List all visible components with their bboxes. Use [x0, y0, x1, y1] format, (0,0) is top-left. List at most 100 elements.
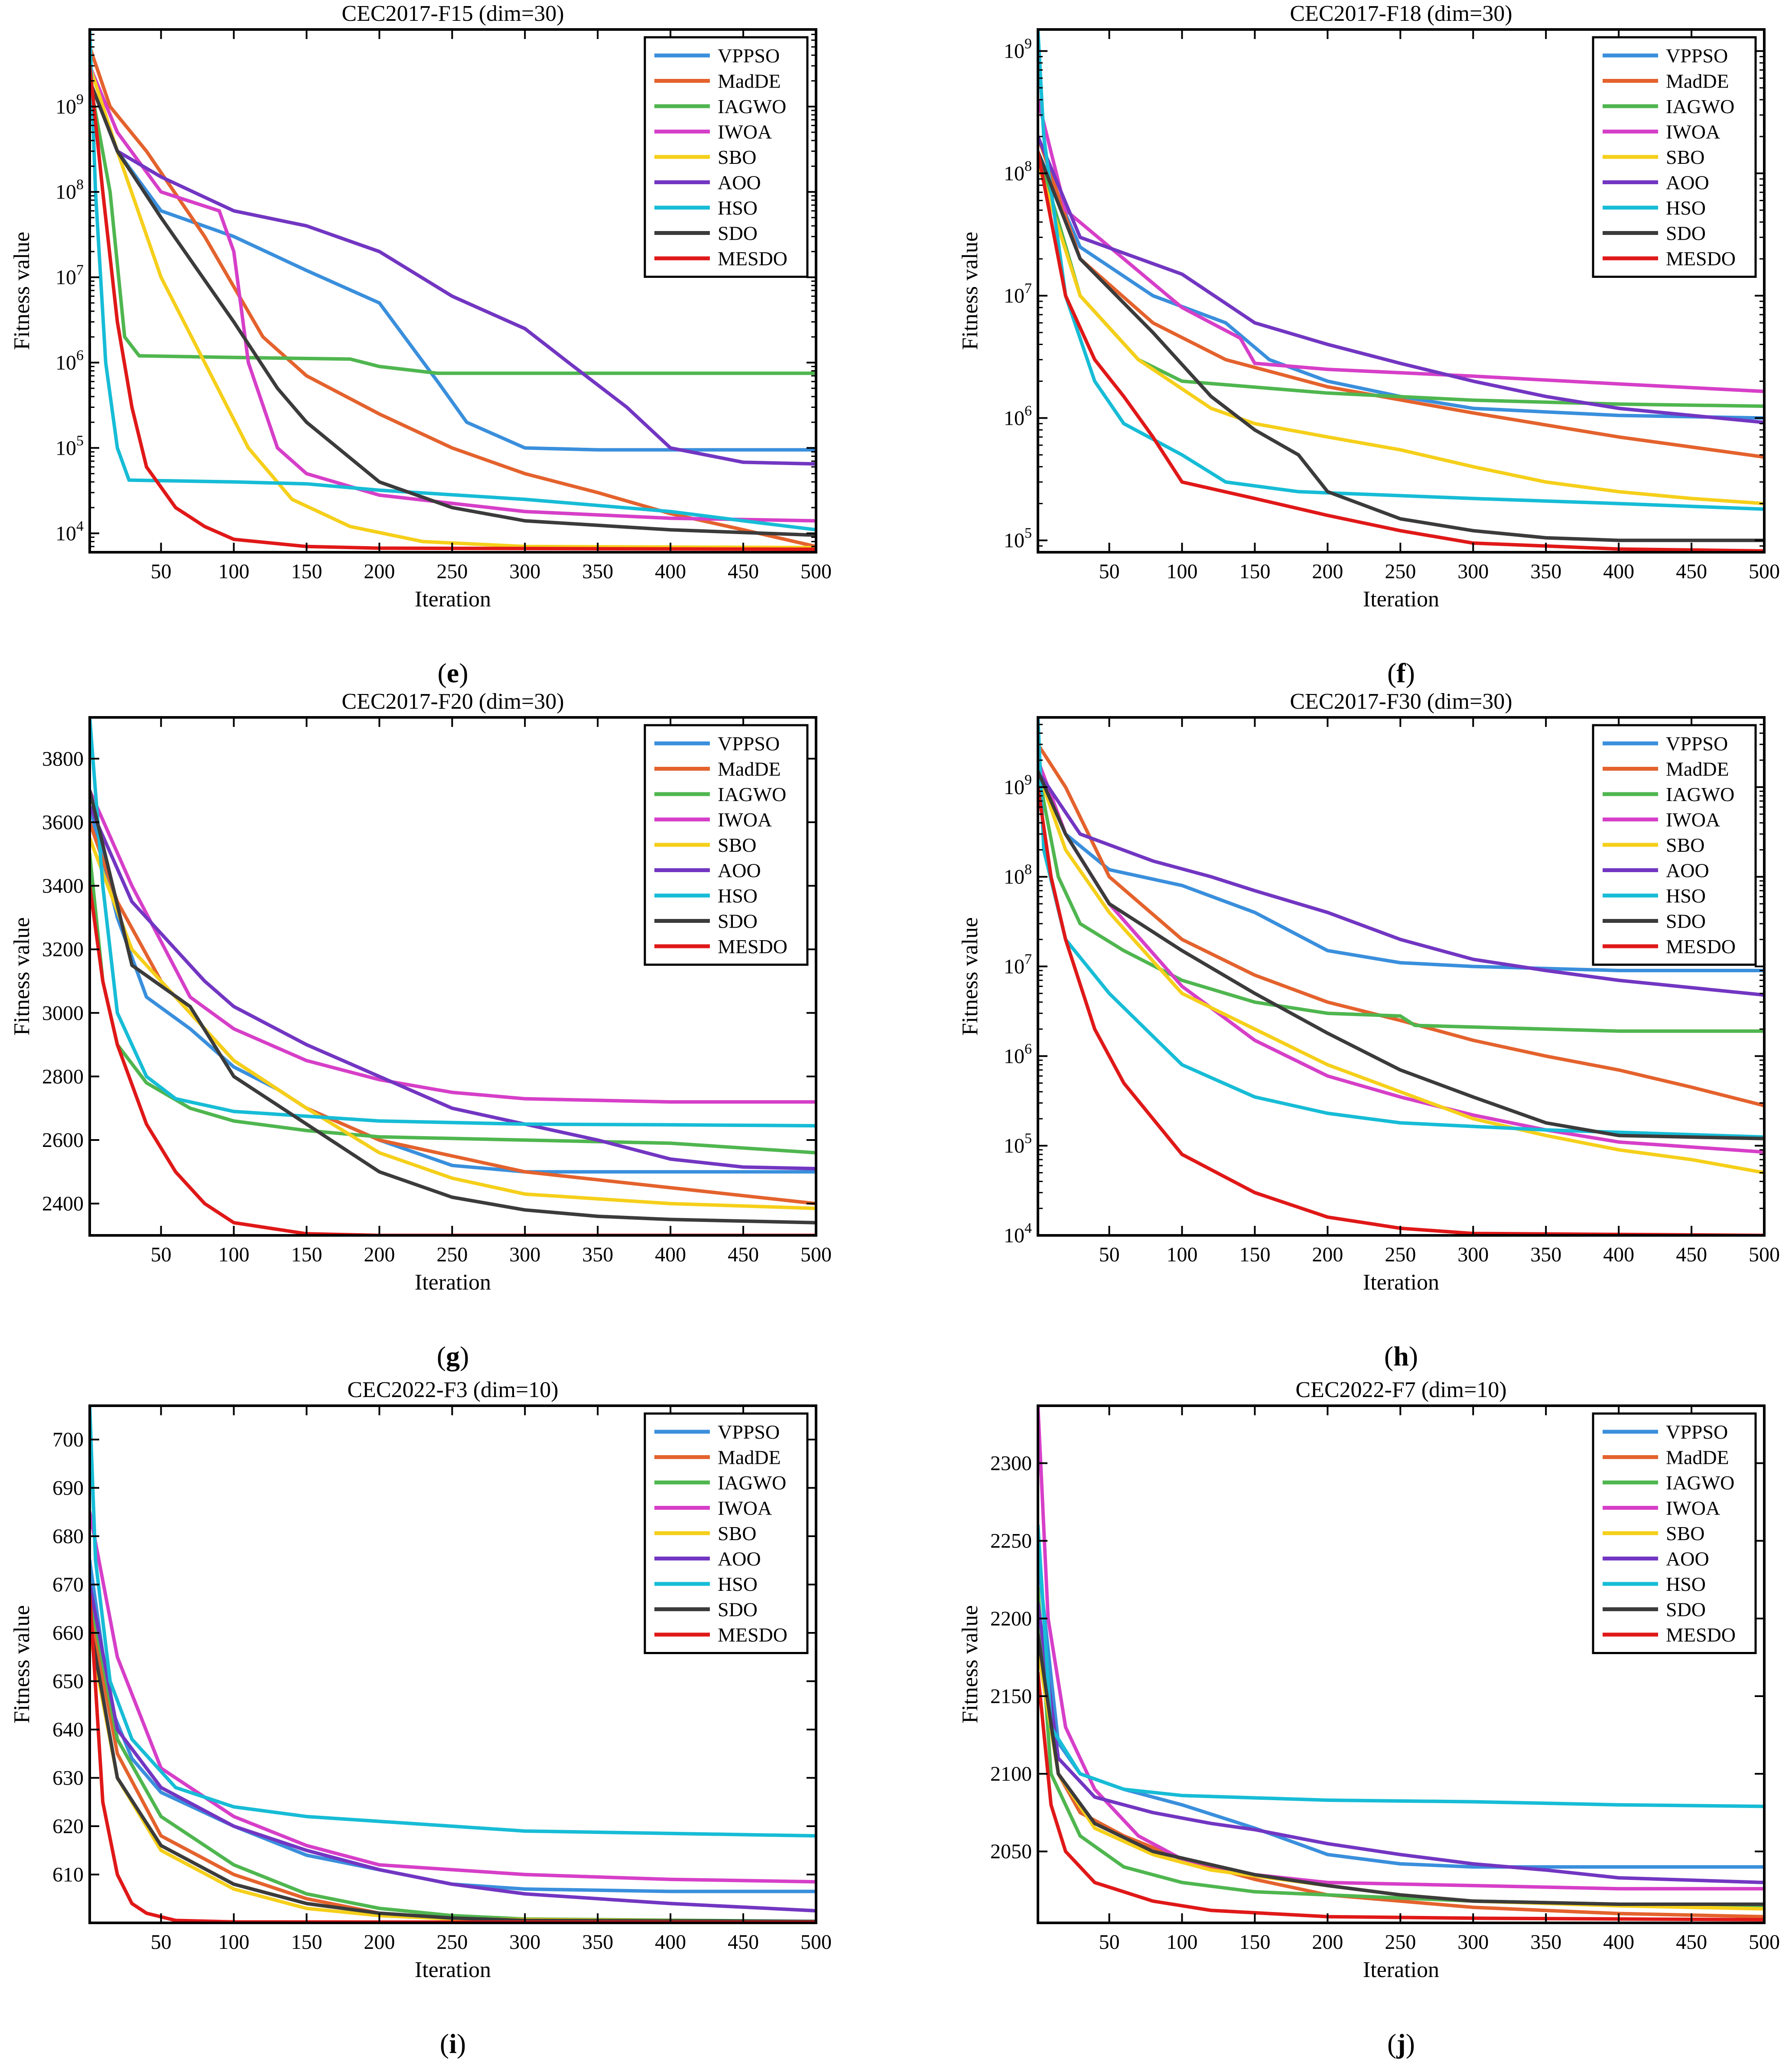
x-tick-label: 450 [728, 1243, 759, 1266]
chart-title: CEC2022-F7 (dim=10) [1295, 1378, 1506, 1402]
y-tick-label-exponent: 6 [76, 348, 84, 364]
x-tick-label: 400 [1603, 1243, 1634, 1266]
x-tick-label: 200 [364, 1931, 395, 1954]
series-line-hso [1038, 1523, 1764, 1808]
y-tick-label-exponent: 4 [1024, 1220, 1032, 1236]
chart-panel-g: CEC2017-F20 (dim=30) 50 100 150 200 250 300 350… [10, 689, 832, 1371]
panel-caption-part: ( [440, 2028, 449, 2059]
x-tick-label: 350 [582, 1243, 613, 1266]
x-tick-label: 300 [509, 1243, 540, 1266]
series-line-aoo [1038, 769, 1764, 997]
y-tick-label-base: 10 [1004, 866, 1024, 889]
legend: VPPSO MadDE IAGWO IWOA SBO AOO HSO SDO MESDO [1592, 1412, 1757, 1654]
x-tick-label: 300 [509, 1931, 540, 1954]
y-tick-label-exponent: 5 [76, 433, 84, 449]
legend-label: MESDO [718, 248, 787, 270]
legend-label: SBO [1666, 834, 1704, 856]
y-tick-label: 690 [52, 1477, 84, 1500]
series-line-madde [90, 45, 816, 548]
y-tick-label-base: 10 [55, 522, 76, 545]
legend-label: MESDO [1666, 1624, 1736, 1646]
legend-label: VPPSO [718, 1421, 780, 1443]
y-tick-label: 3000 [42, 1002, 84, 1025]
y-tick-label: 3600 [42, 811, 84, 834]
x-tick-label: 200 [1312, 1931, 1343, 1954]
x-tick-label: 250 [436, 1931, 468, 1954]
y-tick-label-exponent: 9 [76, 91, 84, 107]
panel-caption: (j) [1387, 2028, 1415, 2059]
legend: VPPSO MadDE IAGWO IWOA SBO AOO HSO SDO MESDO [644, 724, 809, 966]
panel-caption-part: ( [1384, 1341, 1393, 1371]
series-line-sdo [90, 79, 816, 537]
y-tick-label: 104 [55, 518, 84, 545]
x-tick-label: 50 [151, 1243, 172, 1266]
series-line-sdo [1038, 1632, 1764, 1906]
y-tick-label: 105 [55, 433, 84, 459]
y-tick-label: 680 [52, 1525, 84, 1548]
y-tick-label: 610 [52, 1863, 84, 1886]
x-tick-label: 500 [800, 1931, 832, 1954]
legend-label: VPPSO [1666, 733, 1728, 755]
y-axis-label: Fitness value [10, 1605, 34, 1723]
x-tick-label: 100 [218, 1931, 250, 1954]
series-group [90, 29, 816, 551]
x-tick-label: 50 [1099, 560, 1120, 583]
y-tick-label-exponent: 8 [76, 177, 84, 193]
y-tick-label: 2300 [990, 1452, 1032, 1475]
legend-label: SBO [718, 1522, 756, 1544]
x-tick-label: 150 [1239, 1931, 1270, 1954]
panel-caption-part: ) [1406, 658, 1415, 688]
y-tick-label-exponent: 4 [76, 518, 84, 534]
legend-label: VPPSO [718, 733, 780, 755]
x-axis-label: Iteration [1363, 587, 1439, 612]
y-tick-label: 109 [55, 91, 84, 118]
x-tick-label: 500 [1749, 1931, 1780, 1954]
panel-caption: (i) [440, 2028, 466, 2059]
legend-label: IWOA [718, 809, 772, 831]
legend-label: IWOA [718, 121, 772, 143]
x-tick-label: 100 [1167, 1243, 1198, 1266]
y-tick-label-base: 10 [1004, 40, 1024, 63]
x-tick-label: 200 [364, 560, 395, 583]
y-tick-label: 107 [1004, 951, 1032, 978]
y-tick-label-exponent: 8 [1024, 158, 1032, 174]
legend-label: IAGWO [718, 95, 786, 117]
legend-label: IAGWO [718, 1472, 786, 1494]
x-tick-label: 300 [509, 560, 540, 583]
y-tick-label-base: 10 [1004, 162, 1024, 185]
y-tick-label: 2250 [990, 1530, 1032, 1553]
x-tick-label: 450 [728, 560, 759, 583]
panel-caption-part: f [1396, 658, 1406, 688]
x-tick-label: 400 [655, 1931, 686, 1954]
legend-label: SDO [1666, 910, 1706, 932]
y-tick-label-exponent: 9 [1024, 36, 1032, 52]
x-tick-label: 50 [151, 1931, 172, 1954]
panel-caption: (h) [1384, 1341, 1418, 1371]
panel-caption-part: ) [1406, 2028, 1415, 2059]
y-tick-label-base: 10 [55, 181, 76, 204]
series-line-iagwo [1038, 769, 1764, 1033]
series-line-iwoa [90, 788, 816, 1104]
y-tick-label-base: 10 [1004, 955, 1024, 978]
series-line-mesdo [90, 64, 816, 551]
x-tick-label: 200 [364, 1243, 395, 1266]
y-tick-label: 108 [1004, 862, 1032, 889]
series-group [1038, 1406, 1764, 1922]
x-tick-label: 200 [1312, 560, 1343, 583]
chart-panel-e: CEC2017-F15 (dim=30) 50 100 150 200 250 300 350… [10, 1, 832, 688]
legend: VPPSO MadDE IAGWO IWOA SBO AOO HSO SDO MESDO [644, 1412, 809, 1654]
x-tick-label: 400 [1603, 1931, 1634, 1954]
x-tick-label: 150 [1239, 1243, 1270, 1266]
y-tick-label-base: 10 [1004, 1224, 1024, 1247]
x-axis-label: Iteration [1363, 1958, 1439, 1982]
chart-title: CEC2017-F18 (dim=30) [1290, 1, 1512, 26]
legend-label: HSO [1666, 1573, 1706, 1595]
legend-label: VPPSO [1666, 45, 1728, 67]
y-tick-label-base: 10 [1004, 407, 1024, 430]
x-tick-label: 450 [1676, 1931, 1707, 1954]
legend-label: IAGWO [1666, 783, 1734, 805]
chart-title: CEC2017-F20 (dim=30) [341, 689, 564, 714]
series-group [90, 717, 816, 1235]
x-tick-label: 100 [218, 1243, 250, 1266]
